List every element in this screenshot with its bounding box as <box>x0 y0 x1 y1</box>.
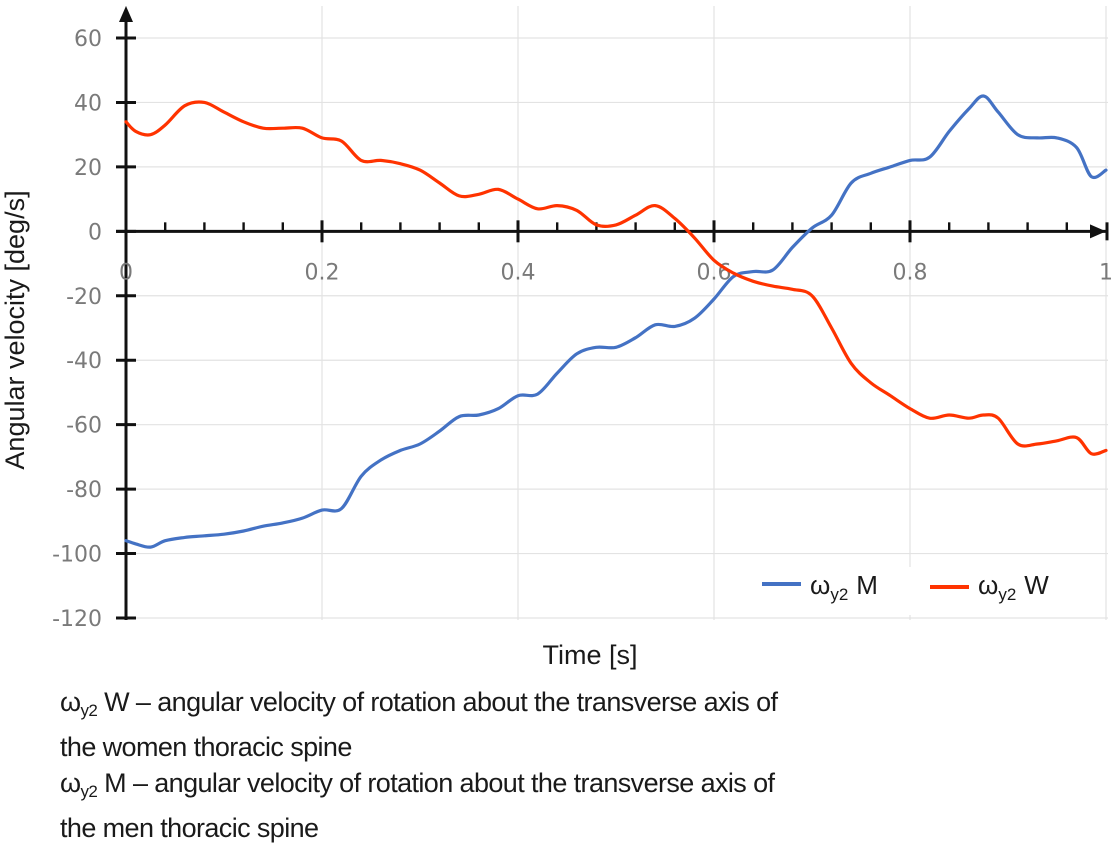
legend-label-m: ωy2 M <box>810 570 878 604</box>
caption-text: W – angular velocity of rotation about t… <box>97 687 778 717</box>
y-tick-label: 0 <box>88 220 102 245</box>
series-line-women <box>124 100 1108 456</box>
y-tick-label: -40 <box>66 349 102 374</box>
series-line-men <box>124 94 1108 549</box>
legend-label-w: ωy2 W <box>978 570 1049 604</box>
y-tick-label: -20 <box>66 285 102 310</box>
figure-caption: ωy2 W – angular velocity of rotation abo… <box>60 684 1100 846</box>
x-tick-label: 0.6 <box>697 260 732 285</box>
caption-line-m: ωy2 M – angular velocity of rotation abo… <box>60 765 1100 810</box>
x-tick-label: 0 <box>119 260 133 285</box>
series-lines <box>124 94 1108 549</box>
omega-symbol: ω <box>60 687 81 717</box>
caption-line-m-cont: the men thoracic spine <box>60 813 319 843</box>
y-tick-label: 60 <box>74 27 102 52</box>
x-axis-arrow-icon <box>1090 224 1106 239</box>
legend-background <box>745 567 1093 615</box>
axis-ticks: 60 40 20 0 -20 -40 -60 -80 -100 -120 0 0.2 0.4 0.6 0.8… <box>52 27 1113 632</box>
omega-symbol: ω <box>60 768 81 798</box>
x-tick-label: 0.4 <box>501 260 536 285</box>
x-tick-label: 1 <box>1099 260 1113 285</box>
x-tick-label: 0.2 <box>305 260 340 285</box>
grid-lines <box>125 6 1108 620</box>
caption-text: M – angular velocity of rotation about t… <box>97 768 775 798</box>
y-axis-arrow-icon <box>119 6 133 22</box>
caption-line-w-cont: the women thoracic spine <box>60 732 352 762</box>
y-tick-label: -80 <box>66 478 102 503</box>
axes <box>116 6 1109 620</box>
y-tick-label: -60 <box>66 414 102 439</box>
y-tick-label: 20 <box>74 156 102 181</box>
y-axis-title: Angular velocity [deg/s] <box>0 190 30 469</box>
subscript: y2 <box>80 701 98 720</box>
subscript: y2 <box>80 782 98 801</box>
x-axis-title: Time [s] <box>542 640 637 670</box>
line-chart: 60 40 20 0 -20 -40 -60 -80 -100 -120 0 0.2 0.4 0.6 0.8… <box>0 6 1113 670</box>
y-tick-label: -120 <box>52 607 102 632</box>
caption-line-w: ωy2 W – angular velocity of rotation abo… <box>60 684 1100 729</box>
legend: ωy2 M ωy2 W <box>745 567 1093 615</box>
x-tick-label: 0.8 <box>893 260 928 285</box>
y-tick-label: -100 <box>52 543 102 568</box>
y-tick-label: 40 <box>74 91 102 116</box>
